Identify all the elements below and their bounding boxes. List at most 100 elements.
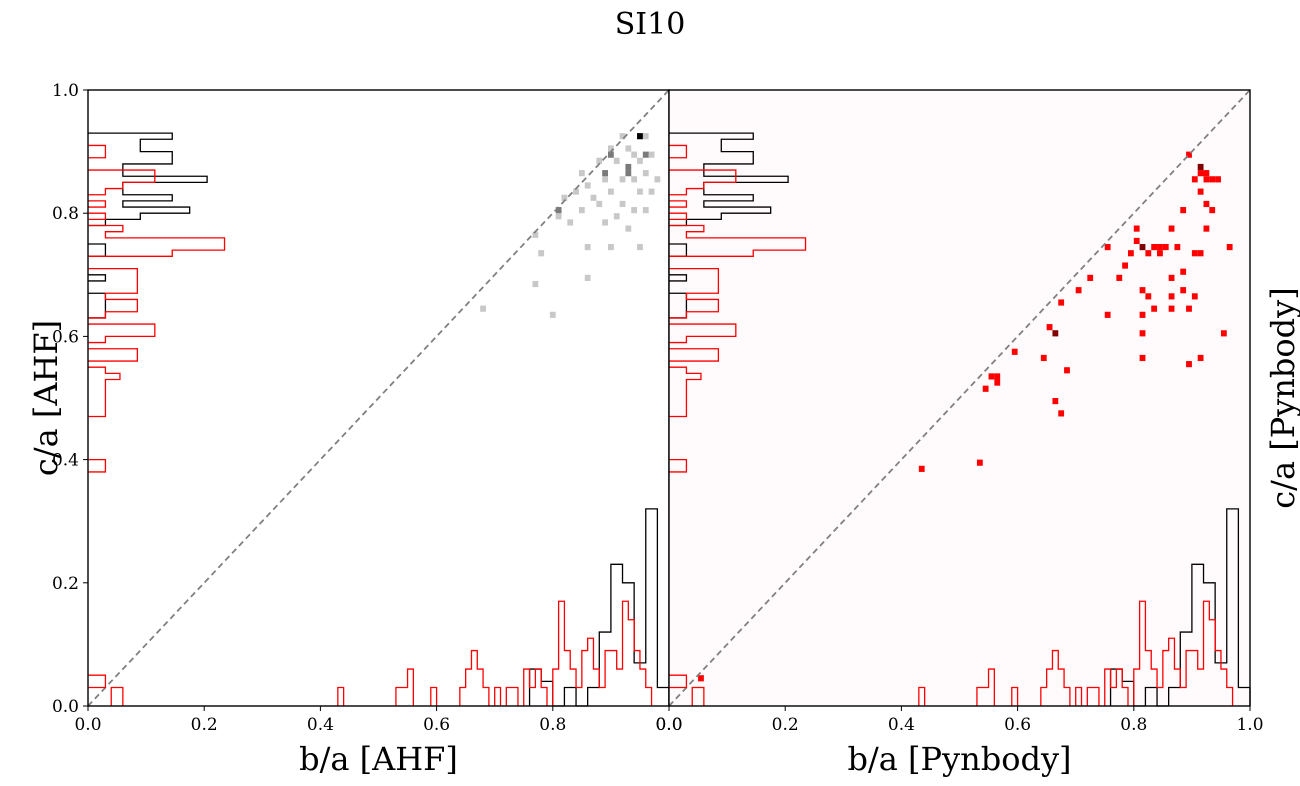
x-tick-label: 0.0 [655, 715, 682, 735]
heatmap-cell [631, 176, 638, 183]
heatmap-cell [698, 675, 704, 682]
heatmap-cell [567, 219, 574, 226]
heatmap-cell [648, 188, 655, 195]
y-tick-label: 0.4 [52, 451, 79, 471]
heatmap-cell [1203, 176, 1210, 183]
heatmap-cell [613, 213, 620, 220]
heatmap-cell [1180, 207, 1187, 214]
heatmap-cell [549, 311, 556, 318]
heatmap-cell [637, 188, 643, 195]
heatmap-cell [1116, 274, 1123, 281]
heatmap-cell [625, 170, 632, 177]
x-tick-label: 0.0 [655, 715, 682, 735]
heatmap-cell [578, 170, 585, 177]
heatmap-cell [1203, 225, 1210, 232]
right-panel: 0.0 0.2 0.4 0.6 0.8 1.0 b/a [Pynbody] c/a [Py… [655, 89, 1300, 778]
heatmap-cell [1046, 324, 1053, 331]
heatmap-cell [619, 133, 626, 140]
heatmap-cell [642, 133, 649, 140]
heatmap-cell [1157, 250, 1163, 257]
heatmap-cell [578, 207, 585, 214]
heatmap-cell [1186, 361, 1192, 368]
heatmap-cell [637, 133, 643, 140]
heatmap-cell [1168, 305, 1175, 312]
heatmap-cell [555, 213, 562, 220]
x-tick-label: 0.6 [1004, 715, 1031, 735]
heatmap-cell [642, 151, 649, 158]
heatmap-cell [584, 274, 591, 281]
y-tick-label: 0.8 [52, 204, 79, 224]
heatmap-cell [1064, 367, 1070, 374]
y-tick-label: 0.2 [52, 574, 79, 594]
y-tick-label: 0.0 [52, 697, 79, 717]
heatmap-cell [1162, 244, 1169, 251]
heatmap-cell [1145, 250, 1152, 257]
histogram-outline [669, 132, 789, 319]
heatmap-cell [1139, 311, 1146, 318]
heatmap-cell [994, 379, 1001, 386]
histogram-outline [669, 144, 807, 689]
heatmap-cell [584, 244, 591, 251]
heatmap-cell [1168, 225, 1175, 232]
heatmap-cell [590, 194, 597, 201]
heatmap-cell [642, 207, 649, 214]
heatmap-cell [988, 373, 995, 380]
heatmap-cell [602, 176, 608, 183]
heatmap-cell [1052, 330, 1059, 337]
heatmap-cell [619, 176, 626, 183]
heatmap-cell [1157, 244, 1163, 251]
heatmap-cell [1139, 287, 1146, 294]
heatmap-cell [607, 151, 614, 158]
x-tick-label: 0.2 [772, 715, 799, 735]
heatmap-cell [1087, 274, 1094, 281]
x-tick-label: 0.0 [74, 715, 101, 735]
heatmap-cell [1075, 287, 1082, 294]
heatmap-cell [1133, 237, 1140, 244]
heatmap-cell [1151, 244, 1158, 251]
heatmap-cell [1104, 244, 1111, 251]
left-ticks: 0.0 0.2 0.4 0.6 0.8 0.00.00.20.40.60.81.0 [52, 81, 683, 735]
heatmap-cell [625, 145, 632, 152]
x-tick-label: 0.8 [1120, 715, 1147, 735]
histogram-outline [691, 600, 1234, 706]
heatmap-cell [602, 170, 608, 177]
left-y-axis-label: c/a [AHF] [27, 320, 65, 476]
heatmap-cell [625, 225, 632, 232]
heatmap-cell [1209, 207, 1216, 214]
left-x-axis-label: b/a [AHF] [299, 740, 458, 778]
y-tick-label: 0.6 [52, 327, 79, 347]
heatmap-cell [1127, 250, 1134, 257]
heatmap-cell [573, 188, 579, 195]
heatmap-cell [1168, 274, 1175, 281]
heatmap-cell [596, 200, 603, 208]
heatmap-cell [1186, 305, 1192, 312]
right-marks [668, 89, 1251, 707]
heatmap-cell [607, 145, 614, 152]
histogram-outline [88, 132, 208, 319]
heatmap-cell [561, 194, 568, 201]
heatmap-cell [631, 207, 638, 214]
heatmap-cell [1058, 299, 1065, 306]
heatmap-cell [1139, 244, 1146, 251]
heatmap-cell [637, 157, 643, 164]
x-tick-label: 1.0 [1236, 715, 1263, 735]
heatmap-cell [976, 459, 983, 466]
heatmap-cell [625, 163, 632, 171]
heatmap-cell [1139, 330, 1146, 337]
heatmap-cell [1058, 410, 1065, 417]
x-tick-label: 0.6 [423, 715, 450, 735]
heatmap-cell [1191, 250, 1198, 257]
heatmap-cell [1197, 188, 1204, 195]
heatmap-cell [480, 305, 486, 312]
heatmap-cell [1180, 268, 1187, 275]
heatmap-cell [538, 250, 545, 257]
heatmap-cell [1186, 151, 1192, 158]
figure-title: SI10 [615, 7, 686, 42]
heatmap-cell [1151, 305, 1158, 312]
heatmap-cell [607, 188, 614, 195]
heatmap-cell [1040, 354, 1047, 362]
heatmap-cell [1180, 287, 1187, 294]
x-tick-label: 0.4 [307, 715, 334, 735]
heatmap-cell [994, 373, 1001, 380]
